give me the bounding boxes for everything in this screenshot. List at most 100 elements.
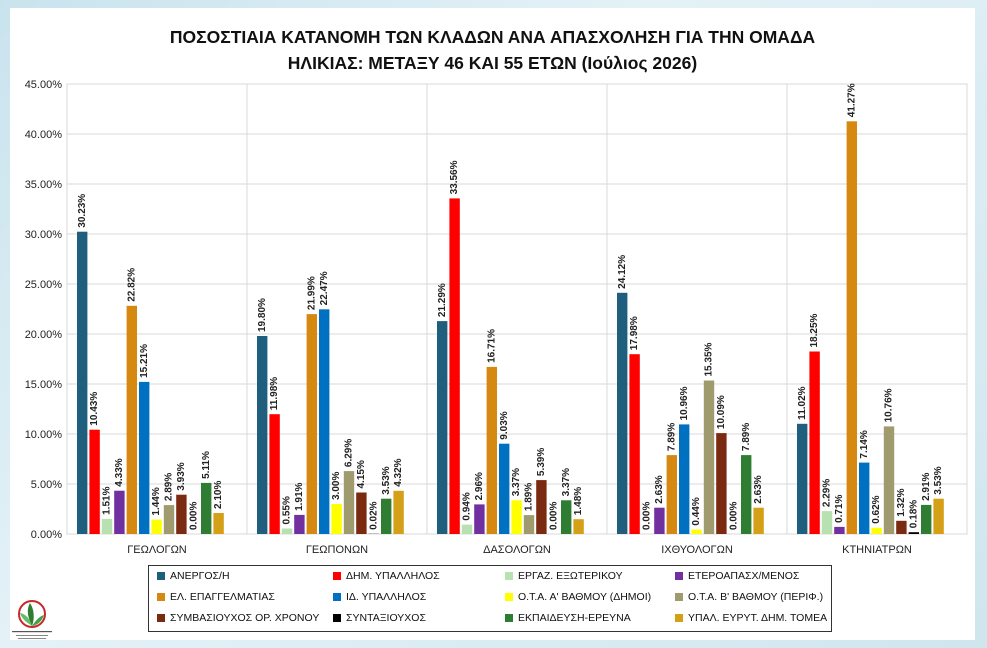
legend-label: Ο.Τ.Α. Β' ΒΑΘΜΟΥ (ΠΕΡΙΦ.)	[688, 590, 824, 603]
bar	[499, 443, 510, 534]
legend-swatch	[505, 571, 513, 580]
bar	[126, 305, 137, 534]
bar	[343, 471, 355, 534]
data-label: 16.71%	[486, 329, 497, 363]
chart-legend: ΑΝΕΡΓΟΣ/Η ΔΗΜ. ΥΠΑΛΛΗΛΟΣ ΕΡΓΑΖ. ΕΞΩΤΕΡΙΚΟΥ…	[148, 565, 832, 632]
data-label: 1.44%	[151, 487, 162, 515]
bar	[461, 524, 473, 534]
bar	[703, 380, 715, 534]
legend-label: ΣΥΝΤΑΞΙΟΥΧΟΣ	[346, 612, 426, 625]
bar	[691, 529, 702, 534]
bar	[716, 433, 727, 534]
legend-item: ΕΛ. ΕΠΑΓΓΕΛΜΑΤΙΑΣ	[157, 590, 333, 603]
legend-swatch	[675, 614, 683, 623]
legend-label: ΣΥΜΒΑΣΙΟΥΧΟΣ ΟΡ. ΧΡΟΝΟΥ	[170, 612, 320, 625]
y-tick-label: 45.00%	[25, 79, 63, 91]
data-label: 1.32%	[896, 488, 907, 516]
legend-swatch	[675, 571, 683, 580]
data-label: 0.00%	[642, 502, 653, 530]
data-label: 0.00%	[728, 502, 739, 530]
bar	[679, 424, 690, 534]
bar	[629, 354, 640, 534]
bar	[896, 520, 907, 534]
bar	[797, 423, 808, 534]
data-label: 4.33%	[114, 458, 125, 486]
bar	[201, 482, 212, 534]
legend-item: Ο.Τ.Α. Β' ΒΑΘΜΟΥ (ΠΕΡΙΦ.)	[675, 590, 825, 603]
data-label: 18.25%	[809, 313, 820, 347]
bar	[281, 528, 293, 534]
bar	[561, 500, 572, 534]
bar	[294, 514, 305, 534]
data-label: 21.99%	[306, 276, 317, 310]
data-label: 5.39%	[536, 448, 547, 476]
bar	[573, 519, 584, 534]
bar	[77, 231, 88, 534]
bar	[331, 504, 342, 534]
bar	[381, 498, 392, 534]
y-tick-label: 0.00%	[31, 529, 62, 541]
data-label: 0.62%	[871, 495, 882, 523]
bar	[449, 198, 460, 534]
bar	[257, 336, 268, 534]
data-label: 0.02%	[368, 501, 379, 529]
data-label: 10.76%	[884, 388, 895, 422]
legend-swatch	[157, 592, 165, 601]
data-label: 41.27%	[846, 83, 857, 117]
data-label: 11.98%	[269, 377, 280, 410]
data-label: 15.21%	[139, 344, 150, 378]
legend-label: ΑΝΕΡΓΟΣ/Η	[170, 569, 230, 582]
y-tick-label: 35.00%	[25, 179, 63, 191]
data-label: 10.09%	[716, 395, 727, 429]
bar	[859, 462, 870, 534]
chart-title-line-1: ΠΟΣΟΣΤΙΑΙΑ ΚΑΤΑΝΟΜΗ ΤΩΝ ΚΛΑΔΩΝ ΑΝΑ ΑΠΑΣΧ…	[169, 27, 816, 47]
data-label: 0.55%	[282, 496, 293, 524]
bar	[821, 511, 833, 534]
x-category-label: ΓΕΩΛΟΓΩΝ	[127, 544, 187, 556]
bar	[871, 527, 882, 534]
bar	[809, 351, 820, 534]
bar	[921, 504, 932, 534]
bar	[89, 429, 100, 534]
y-tick-label: 15.00%	[25, 379, 63, 391]
legend-item: ΔΗΜ. ΥΠΑΛΛΗΛΟΣ	[333, 569, 505, 582]
data-label: 17.98%	[629, 316, 640, 350]
y-tick-label: 40.00%	[25, 129, 63, 141]
data-label: 2.91%	[921, 472, 932, 500]
legend-swatch	[505, 614, 513, 623]
legend-swatch	[333, 614, 341, 623]
legend-label: ΕΡΓΑΖ. ΕΞΩΤΕΡΙΚΟΥ	[518, 569, 623, 582]
legend-label: Ο.Τ.Α. Α' ΒΑΘΜΟΥ (ΔΗΜΟΙ)	[518, 590, 652, 603]
legend-label: ΕΚΠΑΙΔΕΥΣΗ-ΕΡΕΥΝΑ	[518, 612, 631, 625]
data-label: 15.35%	[704, 342, 715, 376]
bar	[511, 500, 522, 534]
data-label: 33.56%	[449, 160, 460, 194]
data-label: 2.10%	[213, 481, 224, 509]
legend-swatch	[157, 571, 165, 580]
bar	[846, 121, 857, 535]
data-label: 2.63%	[753, 475, 764, 503]
data-label: 4.32%	[393, 458, 404, 486]
data-label: 3.53%	[381, 466, 392, 494]
chart-title: ΠΟΣΟΣΤΙΑΙΑ ΚΑΤΑΝΟΜΗ ΤΩΝ ΚΛΑΔΩΝ ΑΝΑ ΑΠΑΣΧ…	[0, 24, 985, 76]
legend-item: ΥΠΑΛ. ΕΥΡΥΤ. ΔΗΜ. ΤΟΜΕΑ	[675, 612, 828, 625]
y-tick-label: 30.00%	[25, 229, 63, 241]
bar	[151, 519, 162, 534]
y-tick-label: 25.00%	[25, 279, 63, 291]
data-label: 1.91%	[294, 482, 305, 510]
legend-label: ΙΔ. ΥΠΑΛΛΗΛΟΣ	[346, 590, 427, 603]
legend-label: ΥΠΑΛ. ΕΥΡΥΤ. ΔΗΜ. ΤΟΜΕΑ	[688, 612, 828, 625]
data-label: 6.29%	[344, 439, 355, 467]
data-label: 3.37%	[561, 468, 572, 496]
data-label: 11.02%	[797, 386, 808, 419]
bar	[474, 504, 485, 534]
bar	[437, 321, 448, 534]
bar	[908, 532, 919, 534]
legend-item: ΕΚΠΑΙΔΕΥΣΗ-ΕΡΕΥΝΑ	[505, 612, 675, 625]
data-label: 0.18%	[908, 500, 919, 528]
bar	[306, 314, 317, 534]
data-label: 2.89%	[164, 473, 175, 501]
legend-swatch	[675, 592, 683, 601]
legend-item: ΣΥΝΤΑΞΙΟΥΧΟΣ	[333, 612, 505, 625]
